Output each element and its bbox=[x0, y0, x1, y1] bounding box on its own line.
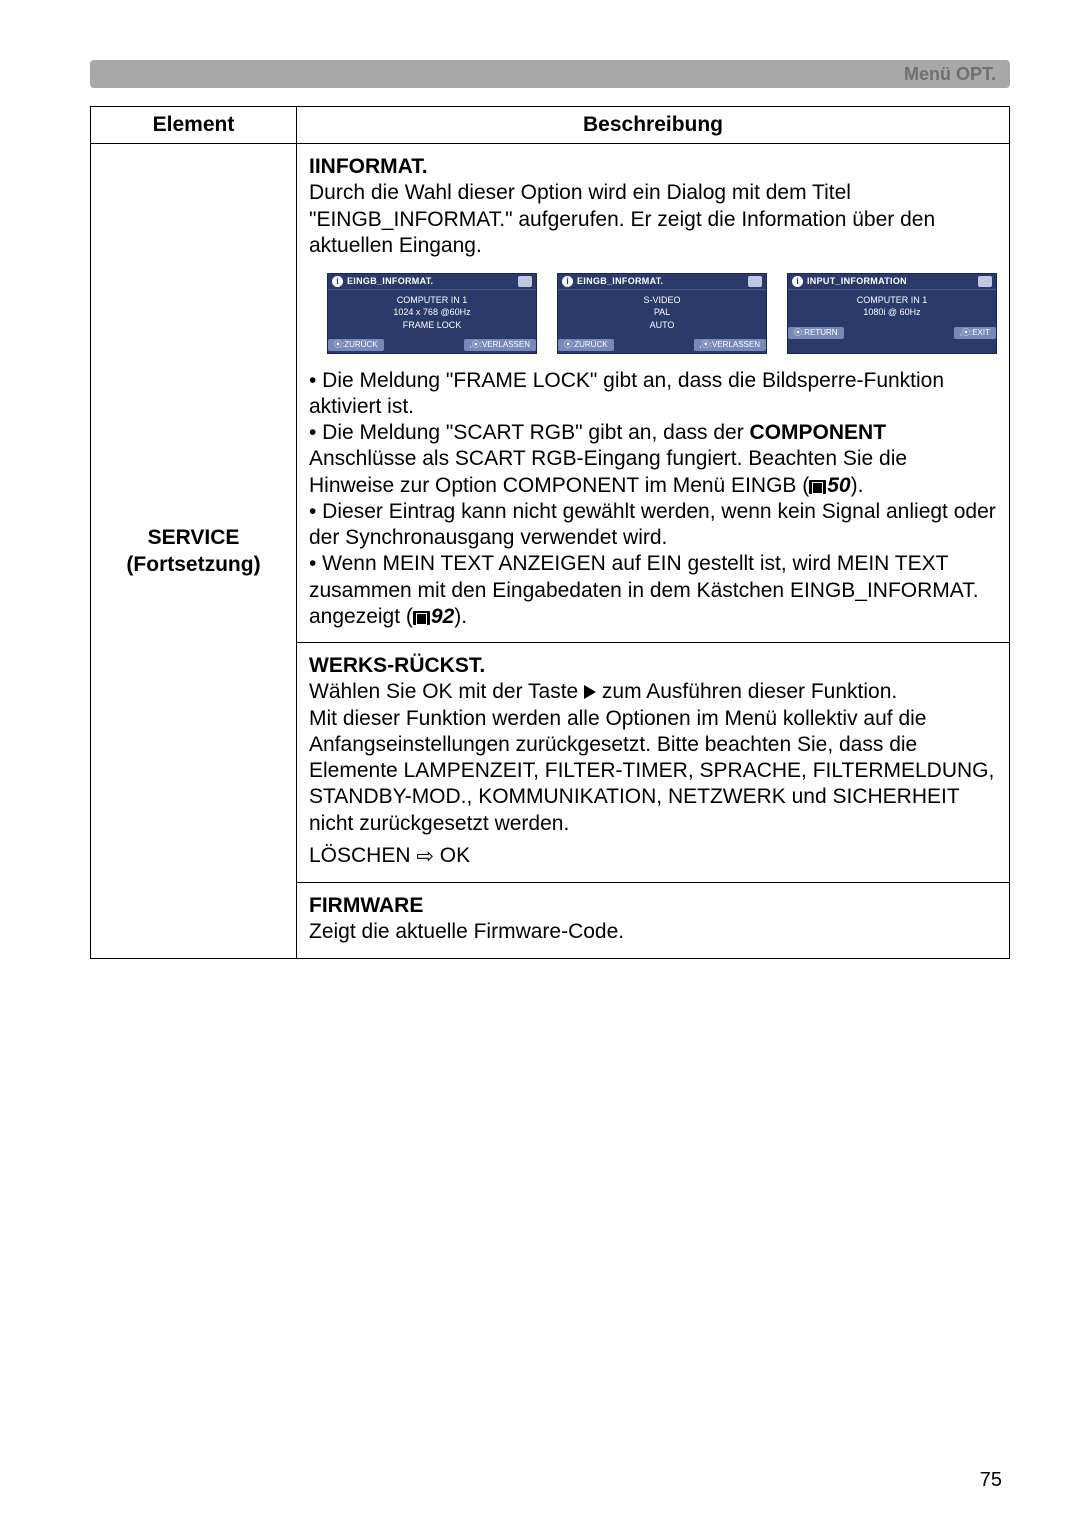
dialog2-line1: S-VIDEO bbox=[560, 294, 764, 306]
dialog1-line1: COMPUTER IN 1 bbox=[330, 294, 534, 306]
informat-intro: Durch die Wahl dieser Option wird ein Di… bbox=[309, 180, 997, 259]
exit-icon bbox=[748, 276, 762, 287]
dialog-box-1: i EINGB_INFORMAT. COMPUTER IN 1 1024 x 7… bbox=[327, 273, 537, 354]
dialog2-line2: PAL bbox=[560, 306, 764, 318]
ref-50: 50 bbox=[827, 474, 850, 497]
dialog2-title: EINGB_INFORMAT. bbox=[577, 276, 748, 287]
arrow-hollow-icon: ⇨ bbox=[416, 844, 434, 870]
info-icon: i bbox=[792, 276, 803, 287]
arrow-right-icon bbox=[584, 685, 596, 699]
b2c: ). bbox=[851, 474, 864, 497]
b2a: • Die Meldung "SCART RGB" gibt an, dass … bbox=[309, 421, 750, 444]
werks-line1: Wählen Sie OK mit der Taste zum Ausführe… bbox=[309, 679, 997, 705]
book-icon bbox=[809, 480, 826, 494]
header-bar: Menü OPT. bbox=[90, 60, 1010, 88]
cell-informat: IINFORMAT. Durch die Wahl dieser Option … bbox=[297, 144, 1010, 643]
loeschen-a: LÖSCHEN bbox=[309, 844, 416, 867]
b4a: • Wenn MEIN TEXT ANZEIGEN auf EIN gestel… bbox=[309, 552, 979, 628]
informat-bullet4: • Wenn MEIN TEXT ANZEIGEN auf EIN gestel… bbox=[309, 551, 997, 630]
w1b: zum Ausführen dieser Funktion. bbox=[596, 680, 897, 703]
dialog3-back: ⦿:RETURN bbox=[788, 327, 844, 339]
dialog1-exit: ,⦿:VERLASSEN bbox=[464, 339, 536, 351]
cell-firmware: FIRMWARE Zeigt die aktuelle Firmware-Cod… bbox=[297, 883, 1010, 959]
werks-loeschen: LÖSCHEN ⇨ OK bbox=[309, 843, 997, 870]
dialog2-exit: ,⦿:VERLASSEN bbox=[694, 339, 766, 351]
dialog1-back: ⦿:ZURÜCK bbox=[328, 339, 384, 351]
col-header-beschreibung: Beschreibung bbox=[297, 107, 1010, 144]
dialog2-back: ⦿:ZURÜCK bbox=[558, 339, 614, 351]
firmware-body: Zeigt die aktuelle Firmware-Code. bbox=[309, 919, 997, 945]
loeschen-b: OK bbox=[434, 844, 470, 867]
informat-bullet1: • Die Meldung "FRAME LOCK" gibt an, dass… bbox=[309, 368, 997, 421]
row-label-line2: (Fortsetzung) bbox=[126, 553, 260, 576]
werks-body: Mit dieser Funktion werden alle Optionen… bbox=[309, 706, 997, 837]
dialog3-line2: 1080i @ 60Hz bbox=[790, 306, 994, 318]
row-label-line1: SERVICE bbox=[148, 526, 240, 549]
info-icon: i bbox=[562, 276, 573, 287]
dialog3-line1: COMPUTER IN 1 bbox=[790, 294, 994, 306]
dialog-box-3: i INPUT_INFORMATION COMPUTER IN 1 1080i … bbox=[787, 273, 997, 354]
row-label-service: SERVICE (Fortsetzung) bbox=[91, 144, 297, 959]
firmware-heading: FIRMWARE bbox=[309, 893, 997, 919]
b4b: ). bbox=[454, 605, 467, 628]
cell-werks: WERKS-RÜCKST. Wählen Sie OK mit der Tast… bbox=[297, 643, 1010, 883]
informat-heading: IINFORMAT. bbox=[309, 154, 997, 180]
w1a: Wählen Sie OK mit der Taste bbox=[309, 680, 584, 703]
dialog-box-2: i EINGB_INFORMAT. S-VIDEO PAL AUTO ⦿:ZUR… bbox=[557, 273, 767, 354]
exit-icon bbox=[978, 276, 992, 287]
exit-icon bbox=[518, 276, 532, 287]
informat-bullet3: • Dieser Eintrag kann nicht gewählt werd… bbox=[309, 499, 997, 552]
header-title: Menü OPT. bbox=[904, 64, 996, 85]
dialog1-line3: FRAME LOCK bbox=[330, 319, 534, 331]
dialog3-exit: ,⦿:EXIT bbox=[954, 327, 996, 339]
col-header-element: Element bbox=[91, 107, 297, 144]
book-icon bbox=[413, 611, 430, 625]
dialog3-title: INPUT_INFORMATION bbox=[807, 276, 978, 287]
informat-bullet2: • Die Meldung "SCART RGB" gibt an, dass … bbox=[309, 420, 997, 499]
dialog1-title: EINGB_INFORMAT. bbox=[347, 276, 518, 287]
ref-92: 92 bbox=[431, 605, 454, 628]
main-table: Element Beschreibung SERVICE (Fortsetzun… bbox=[90, 106, 1010, 959]
werks-heading: WERKS-RÜCKST. bbox=[309, 653, 997, 679]
dialog2-line3: AUTO bbox=[560, 319, 764, 331]
dialog-row: i EINGB_INFORMAT. COMPUTER IN 1 1024 x 7… bbox=[327, 273, 997, 354]
page-number: 75 bbox=[980, 1469, 1002, 1492]
info-icon: i bbox=[332, 276, 343, 287]
dialog1-line2: 1024 x 768 @60Hz bbox=[330, 306, 534, 318]
b2-bold: COMPONENT bbox=[750, 421, 887, 444]
